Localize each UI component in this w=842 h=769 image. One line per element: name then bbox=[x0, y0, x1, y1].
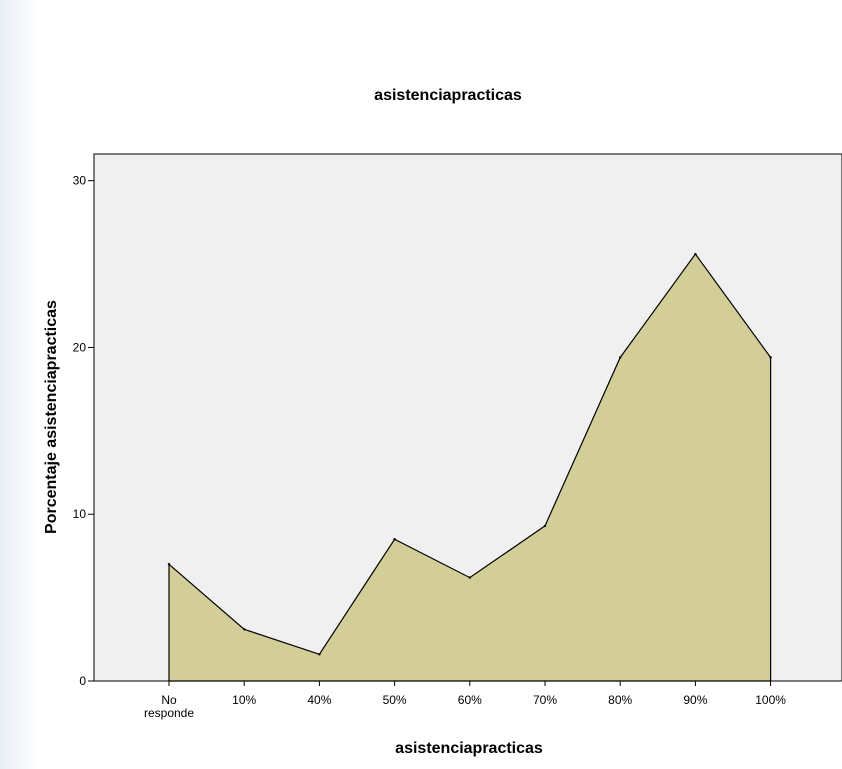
y-tick-label: 10 bbox=[73, 507, 87, 521]
x-tick-label: 50% bbox=[383, 693, 407, 707]
data-point bbox=[243, 628, 246, 631]
chart-axes: 0 10 20 30 No responde 10% 40% 50% 60% 70% 80% 90% 10… bbox=[73, 154, 842, 720]
y-tick-label: 20 bbox=[73, 340, 87, 354]
data-point bbox=[393, 538, 396, 541]
x-tick-label: 10% bbox=[232, 693, 256, 707]
x-tick-label: 80% bbox=[608, 693, 632, 707]
data-point bbox=[318, 653, 321, 656]
y-tick-label: 0 bbox=[79, 674, 86, 688]
data-point bbox=[167, 563, 171, 566]
x-tick-label: 40% bbox=[307, 693, 331, 707]
x-tick-label: 70% bbox=[533, 693, 557, 707]
x-tick-label: No responde bbox=[144, 693, 194, 720]
data-point bbox=[619, 356, 622, 359]
data-point bbox=[543, 524, 547, 528]
data-point bbox=[468, 576, 471, 579]
x-tick-label: 60% bbox=[458, 693, 482, 707]
x-tick-label: 90% bbox=[683, 693, 707, 707]
data-point bbox=[769, 356, 772, 359]
y-axis-title: Porcentaje asistenciapracticas bbox=[43, 300, 60, 534]
data-point bbox=[694, 252, 697, 256]
y-tick-label: 30 bbox=[73, 174, 87, 188]
area-fill bbox=[168, 253, 772, 682]
chart-title: asistenciapracticas bbox=[374, 87, 522, 104]
chart-marks bbox=[167, 252, 772, 682]
x-tick-label: 100% bbox=[755, 693, 786, 707]
x-axis-title: asistenciapracticas bbox=[395, 740, 543, 757]
